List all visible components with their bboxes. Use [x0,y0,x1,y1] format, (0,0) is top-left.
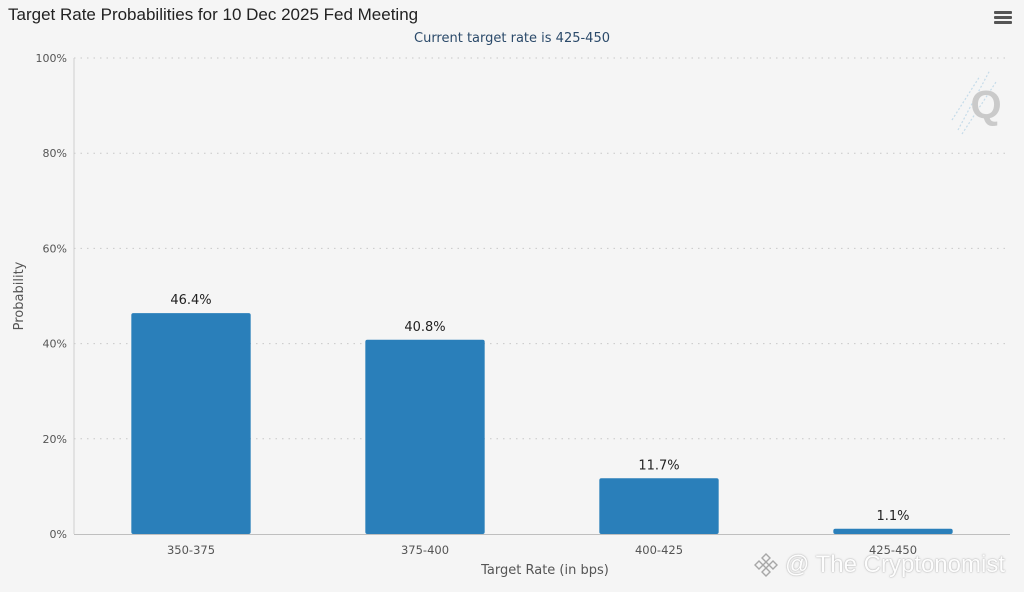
watermark-text: @ The Cryptonomist [785,551,1005,578]
x-tick-label: 350-375 [167,543,215,557]
chart-title: Target Rate Probabilities for 10 Dec 202… [8,5,419,24]
y-tick-label: 80% [43,147,67,160]
bar-350-375 [131,313,251,534]
data-label: 46.4% [170,293,211,308]
y-tick-label: 60% [43,242,67,255]
bar-375-400 [365,339,485,534]
watermark: @ The Cryptonomist [753,551,1005,579]
data-labels: 46.4% 40.8% 11.7% 1.1% [170,293,909,524]
x-axis: 350-375 375-400 400-425 425-450 [74,534,1010,557]
bars [131,313,953,534]
y-tick-label: 100% [36,52,67,65]
data-label: 40.8% [404,320,445,335]
x-tick-label: 400-425 [635,543,683,557]
x-tick-label: 375-400 [401,543,449,557]
x-tick-label: 425-450 [869,543,917,557]
menu-line [994,16,1012,19]
cme-fedwatch-q-logo-icon: Q [951,69,1002,135]
menu-line [994,21,1012,24]
y-tick-label: 40% [43,338,67,351]
logo-letter: Q [970,83,1001,127]
y-axis-title: Probability [12,261,27,330]
bar-425-450 [833,528,953,534]
binance-diamond-icon [754,553,778,577]
y-axis: 0% 20% 40% 60% 80% 100% [36,52,75,541]
hamburger-menu-icon[interactable] [994,10,1012,24]
y-tick-label: 0% [50,528,67,541]
data-label: 11.7% [638,458,679,473]
x-axis-title: Target Rate (in bps) [480,563,609,578]
chart-subtitle: Current target rate is 425-450 [414,31,610,46]
bar-400-425 [599,478,719,534]
menu-line [994,11,1012,14]
y-tick-label: 20% [43,433,67,446]
data-label: 1.1% [876,509,909,524]
